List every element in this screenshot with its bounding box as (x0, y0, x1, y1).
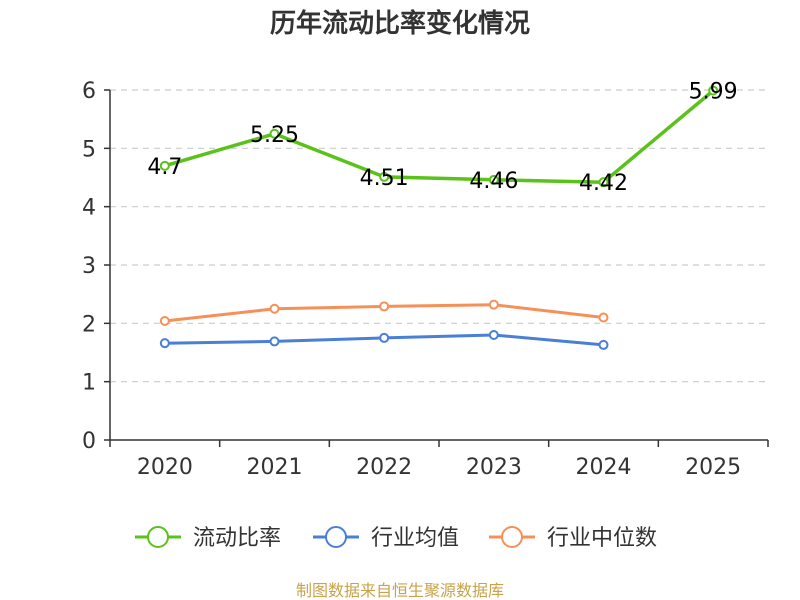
legend-label: 行业均值 (371, 526, 459, 551)
legend-marker-icon (325, 526, 347, 548)
data-point[interactable] (269, 128, 280, 139)
x-tick-label: 2023 (466, 455, 522, 480)
x-tick-label: 2020 (137, 455, 193, 480)
legend-item[interactable]: 行业中位数 (489, 526, 657, 551)
y-tick-label: 2 (82, 312, 96, 337)
x-tick-label: 2024 (576, 455, 632, 480)
legend-marker-icon (501, 526, 523, 548)
y-tick-label: 0 (82, 429, 96, 454)
data-point[interactable] (488, 299, 499, 310)
series-group (159, 85, 719, 350)
data-point[interactable] (379, 171, 390, 182)
source-footer: 制图数据来自恒生聚源数据库 (296, 581, 504, 600)
data-label: 5.25 (250, 123, 299, 148)
legend-label: 行业中位数 (547, 526, 657, 551)
x-tick-label: 2025 (685, 455, 741, 480)
y-tick-label: 6 (82, 79, 96, 104)
data-point[interactable] (598, 339, 609, 350)
data-label: 4.42 (579, 171, 628, 196)
legend-item[interactable]: 流动比率 (135, 526, 281, 551)
data-point[interactable] (708, 85, 719, 96)
y-tick-label: 1 (82, 371, 96, 396)
data-label: 4.51 (360, 166, 409, 191)
x-tick-label: 2021 (247, 455, 303, 480)
y-tick-label: 5 (82, 137, 96, 162)
legend-item[interactable]: 行业均值 (313, 526, 459, 551)
data-point[interactable] (598, 177, 609, 188)
legend[interactable]: 流动比率 行业均值 行业中位数 (135, 526, 657, 551)
legend-label: 流动比率 (193, 526, 281, 551)
data-point[interactable] (379, 301, 390, 312)
x-tick-label: 2022 (356, 455, 412, 480)
data-point[interactable] (598, 312, 609, 323)
data-point[interactable] (269, 336, 280, 347)
data-point[interactable] (379, 332, 390, 343)
data-point[interactable] (488, 174, 499, 185)
data-label: 5.99 (689, 80, 738, 105)
data-label: 4.46 (469, 169, 518, 194)
data-point[interactable] (488, 330, 499, 340)
data-labels: 4.7 5.25 4.51 4.46 4.42 5.99 (147, 80, 737, 197)
y-tick-label: 4 (82, 196, 96, 221)
data-point[interactable] (159, 160, 170, 171)
data-label: 4.7 (147, 155, 182, 180)
legend-marker-icon (147, 526, 169, 548)
data-point[interactable] (269, 303, 280, 314)
data-point[interactable] (159, 316, 170, 326)
axes: 0 1 2 3 4 5 6 2020 2021 2022 2023 2024 2025 (82, 79, 769, 480)
series-line (164, 89, 715, 184)
data-point[interactable] (159, 338, 170, 349)
y-tick-label: 3 (82, 254, 96, 279)
chart-title: 历年流动比率变化情况 (270, 8, 530, 39)
